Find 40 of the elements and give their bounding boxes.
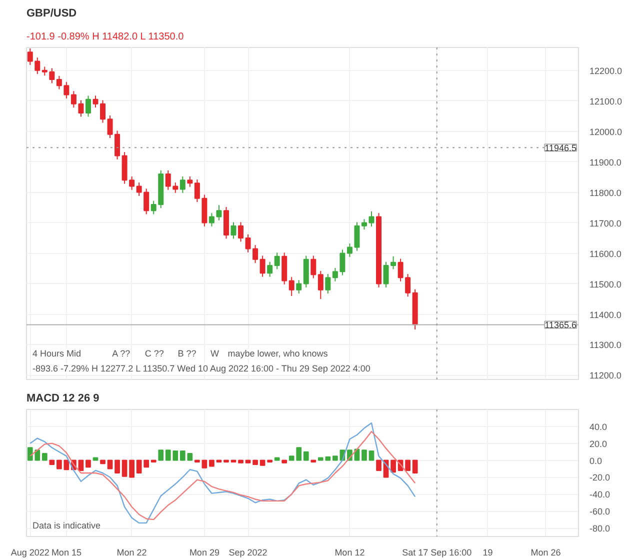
ref-line-label: 11365.6	[544, 320, 577, 330]
annotation: Data is indicative	[32, 520, 101, 530]
chart-title: MACD 12 26 9	[26, 392, 100, 404]
y-tick-label: 11400.0	[590, 310, 622, 320]
chart-title: GBP/USD	[26, 8, 77, 20]
y-tick-label: 12200.0	[590, 66, 622, 76]
y-tick-label: -80.0	[590, 524, 610, 534]
annotation: maybe lower, who knows	[228, 348, 328, 358]
x-tick-label: Mon 22	[116, 548, 147, 558]
x-tick-label: 19	[482, 548, 493, 558]
y-tick-label: 20.0	[590, 438, 608, 449]
annotation: 4 Hours Mid	[32, 348, 82, 358]
x-tick-label: Sat 17 Sep 16:00	[402, 548, 472, 558]
y-tick-label: 11800.0	[590, 188, 622, 198]
y-tick-label: 40.0	[590, 422, 608, 432]
annotation: A ??	[112, 348, 130, 358]
x-tick-label: Mon 15	[51, 548, 82, 558]
chart-subtitle: -101.9 -0.89% H 11482.0 L 11350.0	[26, 32, 184, 42]
y-tick-label: 11600.0	[590, 248, 622, 259]
y-tick-label: 12000.0	[590, 126, 622, 137]
y-tick-label: 0.0	[590, 456, 602, 466]
y-tick-label: 11200.0	[590, 370, 622, 381]
y-tick-label: 11300.0	[590, 340, 622, 350]
y-tick-label: 12100.0	[590, 96, 622, 106]
x-tick-label: Sep 2022	[228, 548, 268, 558]
y-tick-label: -20.0	[590, 472, 610, 483]
y-tick-label: 11700.0	[590, 218, 622, 228]
annotation: W	[210, 348, 220, 358]
y-tick-label: -60.0	[590, 506, 610, 517]
y-tick-label: -40.0	[590, 490, 610, 500]
x-tick-label: Mon 26	[530, 548, 561, 558]
annotation: B ??	[178, 348, 196, 358]
x-tick-label: Mon 12	[334, 548, 365, 558]
ref-line-label: 11946.5	[544, 143, 577, 154]
y-tick-label: 11900.0	[590, 157, 622, 168]
annotation: C ??	[144, 348, 164, 358]
x-tick-label: Aug 2022	[10, 548, 50, 558]
x-tick-label: Mon 29	[189, 548, 220, 558]
y-tick-label: 11500.0	[590, 279, 622, 290]
annotation: -893.6 -7.29% H 12277.2 L 11350.7 Wed 10 Aug 2022 16:00 - Thu 29 Sep 2022 4:00	[32, 364, 370, 374]
